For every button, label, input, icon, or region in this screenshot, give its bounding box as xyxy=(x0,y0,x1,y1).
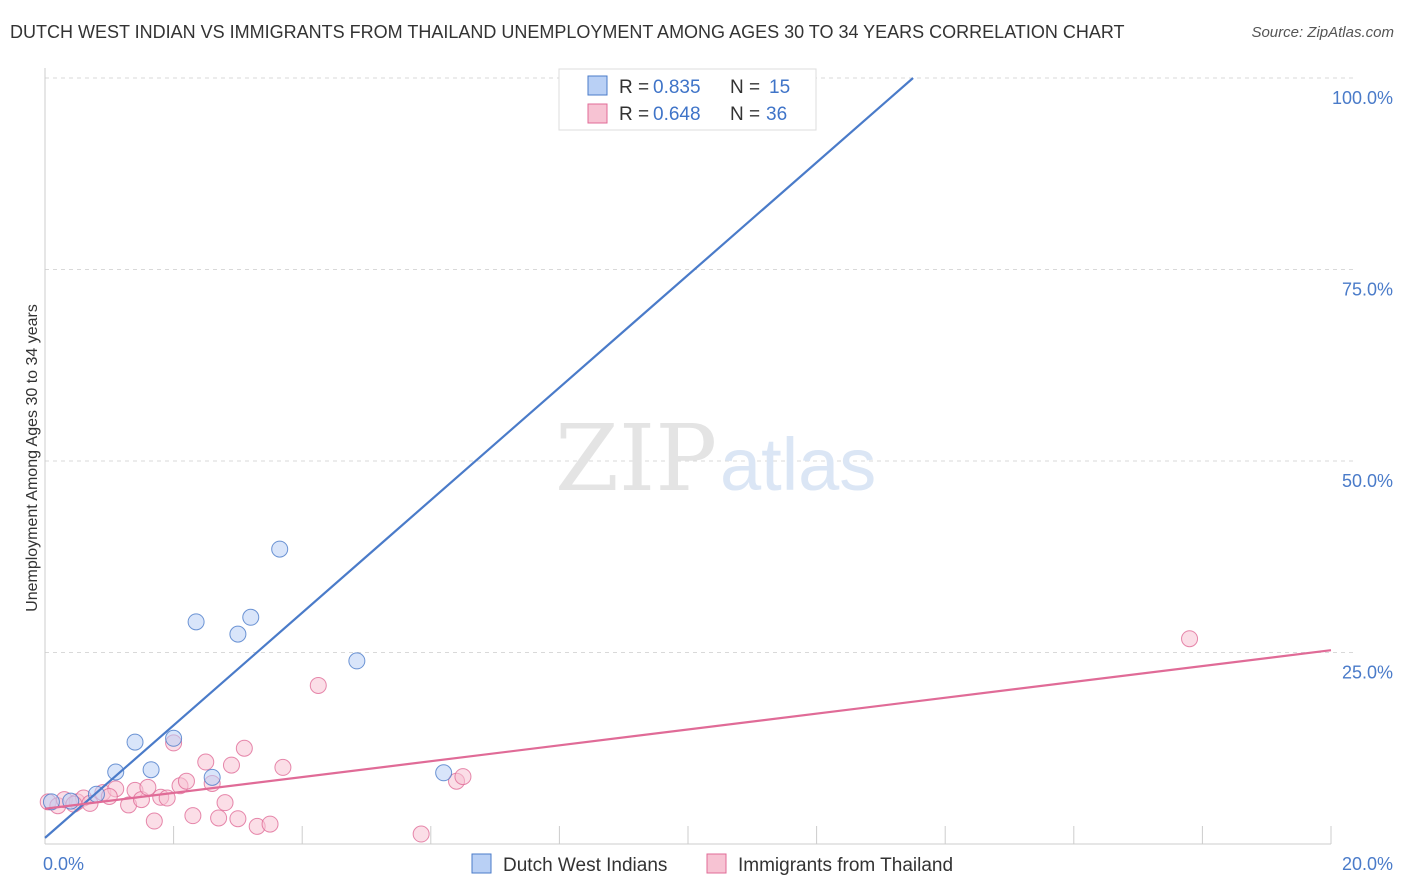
trend-line-blue xyxy=(44,77,914,839)
legend-n-label-2: N = xyxy=(730,104,760,125)
grid-lines xyxy=(45,77,1356,653)
point-pink-22 xyxy=(216,794,234,812)
point-blue-6 xyxy=(165,729,183,747)
point-blue-13 xyxy=(435,764,453,782)
point-pink-30 xyxy=(412,825,430,843)
point-blue-0 xyxy=(42,793,60,811)
source-label: Source: ZipAtlas.com xyxy=(1251,24,1394,41)
point-blue-3 xyxy=(107,763,125,781)
y-tick-label-3: 100.0% xyxy=(1332,88,1393,108)
watermark: ZIP atlas xyxy=(555,405,876,512)
point-pink-33 xyxy=(1181,630,1199,648)
y-tick-label-1: 50.0% xyxy=(1342,471,1393,491)
trend-line-pink xyxy=(44,649,1332,810)
legend-n-value-1: 15 xyxy=(769,77,790,98)
watermark-zip: ZIP xyxy=(555,405,717,512)
point-blue-5 xyxy=(142,761,160,779)
series-legend-label-blue: Dutch West Indians xyxy=(503,855,667,876)
chart-title: DUTCH WEST INDIAN VS IMMIGRANTS FROM THA… xyxy=(10,22,1125,42)
watermark-atlas: atlas xyxy=(720,423,876,506)
point-blue-8 xyxy=(203,768,221,786)
x-tick-label-1: 20.0% xyxy=(1342,854,1393,874)
point-blue-9 xyxy=(229,625,247,643)
point-pink-12 xyxy=(145,812,163,830)
point-pink-17 xyxy=(177,772,195,790)
y-tick-label-0: 25.0% xyxy=(1342,663,1393,683)
point-pink-24 xyxy=(229,810,247,828)
point-blue-4 xyxy=(126,733,144,751)
point-pink-21 xyxy=(210,809,228,827)
point-blue-12 xyxy=(348,652,366,670)
y-axis-label: Unemployment Among Ages 30 to 34 years xyxy=(24,304,41,612)
point-pink-29 xyxy=(309,676,327,694)
series-legend-swatch-pink xyxy=(706,853,727,874)
point-blue-11 xyxy=(271,540,289,558)
legend-swatch-blue xyxy=(587,75,608,96)
y-tick-label-2: 75.0% xyxy=(1342,280,1393,300)
point-pink-23 xyxy=(222,756,240,774)
point-blue-7 xyxy=(187,613,205,631)
point-pink-27 xyxy=(261,815,279,833)
trend-lines xyxy=(44,77,1332,839)
legend-r-value-1: 0.835 xyxy=(653,77,701,98)
point-pink-25 xyxy=(235,739,253,757)
legend-r-label-2: R = xyxy=(619,104,649,125)
point-pink-19 xyxy=(197,753,215,771)
point-pink-28 xyxy=(274,758,292,776)
legend-n-label-1: N = xyxy=(730,77,760,98)
series-legend: Dutch West Indians Immigrants from Thail… xyxy=(471,853,953,876)
tick-labels: 25.0% 50.0% 75.0% 100.0% 0.0% 20.0% xyxy=(43,88,1393,874)
series-legend-label-pink: Immigrants from Thailand xyxy=(738,855,953,876)
legend-r-label-1: R = xyxy=(619,77,649,98)
point-pink-32 xyxy=(454,768,472,786)
legend-swatch-pink xyxy=(587,103,608,124)
legend-n-value-2: 36 xyxy=(766,104,787,125)
x-tick-label-0: 0.0% xyxy=(43,854,84,874)
correlation-legend: R = 0.835 N = 15 R = 0.648 N = 36 xyxy=(558,68,817,131)
legend-r-value-2: 0.648 xyxy=(653,104,701,125)
point-pink-18 xyxy=(184,807,202,825)
series-legend-swatch-blue xyxy=(471,853,492,874)
point-blue-10 xyxy=(242,608,260,626)
axes xyxy=(44,68,1332,845)
